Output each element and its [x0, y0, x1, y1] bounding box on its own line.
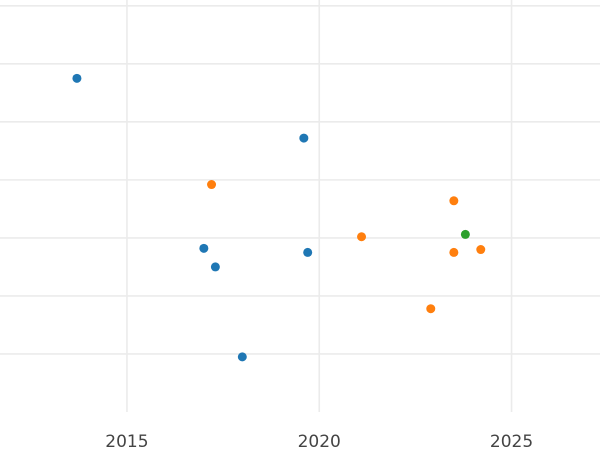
- x-axis-ticks: 2015 2020 2025: [105, 432, 533, 450]
- data-point-s1-4: [476, 245, 486, 255]
- data-point-s1-1: [449, 196, 459, 206]
- data-point-s0-0: [72, 73, 82, 83]
- data-point-s1-5: [426, 304, 436, 314]
- data-point-s0-5: [237, 352, 247, 362]
- data-point-s1-3: [449, 247, 459, 257]
- data-point-s1-2: [357, 232, 367, 242]
- data-point-s0-2: [199, 243, 209, 253]
- data-point-s0-1: [299, 133, 309, 143]
- data-point-s0-3: [210, 262, 220, 272]
- x-tick-label-2: 2025: [490, 432, 533, 450]
- data-point-s2-0: [460, 229, 470, 239]
- data-point-s0-4: [303, 247, 313, 257]
- x-tick-label-0: 2015: [105, 432, 148, 450]
- grid-layer: [0, 0, 600, 412]
- x-tick-label-1: 2020: [298, 432, 341, 450]
- points-layer: [72, 73, 486, 362]
- data-point-s1-0: [207, 180, 217, 190]
